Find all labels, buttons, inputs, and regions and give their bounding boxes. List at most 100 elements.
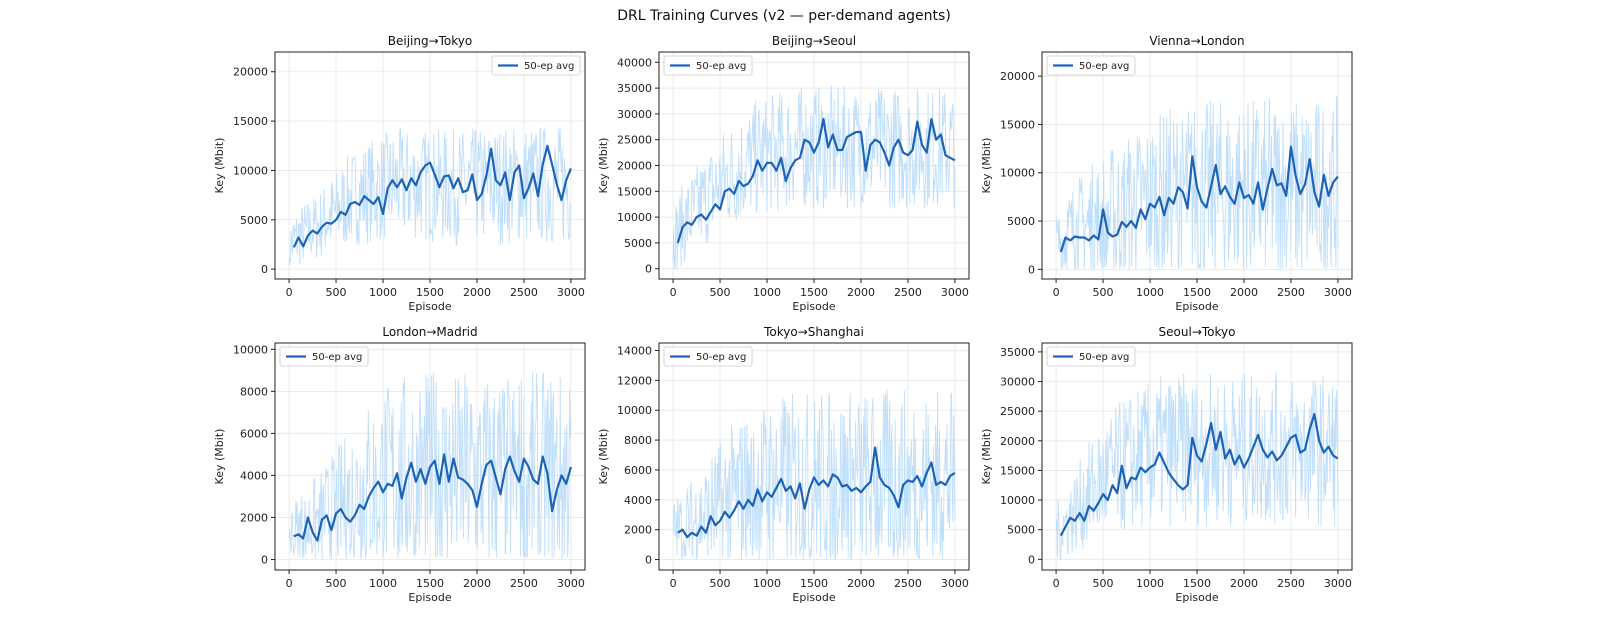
x-axis-label: Episode (792, 300, 835, 313)
legend-label: 50-ep avg (696, 61, 746, 72)
legend-label: 50-ep avg (1079, 352, 1129, 363)
x-tick-label: 1500 (1183, 577, 1211, 590)
chart-panel: 0 500 1000 1500 2000 2500 30000500010000150002… (980, 34, 1353, 313)
y-axis-label: Key (Mbit) (597, 429, 610, 485)
charts-canvas: 0 500 1000 1500 2000 2500 30000500010000150002… (213, 34, 1353, 604)
y-axis-label: Key (Mbit) (213, 429, 226, 485)
y-axis-label: Key (Mbit) (980, 138, 993, 194)
x-tick-label: 2000 (847, 286, 875, 299)
y-tick-label: 15000 (233, 115, 268, 128)
y-tick-label: 30000 (617, 108, 652, 121)
y-tick-label: 5000 (624, 237, 652, 250)
y-tick-label: 2000 (624, 524, 652, 537)
x-tick-label: 1500 (1183, 286, 1211, 299)
x-tick-label: 3000 (1324, 577, 1352, 590)
x-tick-label: 500 (710, 286, 731, 299)
x-tick-label: 0 (670, 577, 677, 590)
chart-panel: 0 500 1000 1500 2000 2500 3000 0 2000 4000 6000 800… (213, 325, 586, 604)
raw-episode-series (1055, 372, 1339, 560)
y-tick-label: 35000 (617, 82, 652, 95)
x-tick-label: 2000 (847, 577, 875, 590)
x-tick-label: 2000 (1230, 577, 1258, 590)
y-tick-label: 20000 (617, 160, 652, 173)
avg-series-line (1059, 145, 1339, 253)
y-tick-label: 15000 (617, 185, 652, 198)
x-axis-label: Episode (408, 591, 451, 604)
legend: 50-ep avg (663, 346, 753, 367)
figure-title: DRL Training Curves (v2 — per-demand age… (617, 8, 951, 24)
legend: 50-ep avg (279, 346, 369, 367)
avg-series-line (1059, 413, 1339, 537)
y-tick-label: 20000 (1000, 435, 1035, 448)
y-axis-label: Key (Mbit) (980, 429, 993, 485)
legend-box (1046, 346, 1136, 367)
legend-label: 50-ep avg (1079, 61, 1129, 72)
legend-label: 50-ep avg (312, 352, 362, 363)
y-tick-label: 0 (1028, 553, 1035, 566)
x-tick-label: 2000 (463, 577, 491, 590)
x-tick-label: 1500 (416, 577, 444, 590)
x-tick-label: 2500 (1277, 577, 1305, 590)
x-tick-label: 1500 (800, 286, 828, 299)
y-tick-label: 0 (261, 263, 268, 276)
chart-title: Tokyo→Shanghai (763, 325, 864, 339)
x-tick-label: 1000 (1136, 286, 1164, 299)
x-tick-label: 1000 (369, 577, 397, 590)
raw-episode-series (288, 127, 572, 267)
x-tick-label: 0 (286, 286, 293, 299)
y-tick-label: 2000 (240, 511, 268, 524)
y-tick-label: 20000 (233, 66, 268, 79)
y-tick-label: 5000 (1007, 524, 1035, 537)
avg-series-line (292, 144, 572, 248)
avg-series-line (293, 453, 572, 542)
y-axis-label: Key (Mbit) (213, 138, 226, 194)
y-tick-label: 0 (645, 263, 652, 276)
chart-panel: 0 500 1000 1500 2000 2500 30000500010000150002… (597, 34, 970, 313)
x-tick-label: 3000 (557, 577, 585, 590)
x-tick-label: 3000 (557, 286, 585, 299)
x-tick-label: 3000 (941, 577, 969, 590)
x-tick-label: 0 (1053, 577, 1060, 590)
figure: DRL Training Curves (v2 — per-demand age… (205, 0, 1363, 615)
x-tick-label: 3000 (941, 286, 969, 299)
legend: 50-ep avg (491, 55, 581, 76)
legend-box (1046, 55, 1136, 76)
chart-panel: 0 500 1000 1500 2000 2500 30000500010000150002… (980, 325, 1353, 604)
x-tick-label: 2500 (894, 286, 922, 299)
y-tick-label: 0 (261, 553, 268, 566)
x-axis-label: Episode (408, 300, 451, 313)
x-tick-label: 2500 (1277, 286, 1305, 299)
x-tick-label: 1000 (1136, 577, 1164, 590)
chart-title: Seoul→Tokyo (1159, 325, 1236, 339)
x-tick-label: 1000 (753, 577, 781, 590)
raw-episode-series (672, 389, 956, 561)
x-tick-label: 2500 (510, 577, 538, 590)
y-tick-label: 8000 (624, 434, 652, 447)
y-tick-label: 10000 (1000, 167, 1035, 180)
x-axis-label: Episode (1175, 591, 1218, 604)
y-tick-label: 5000 (1007, 215, 1035, 228)
chart-title: Beijing→Seoul (772, 34, 856, 48)
y-tick-label: 10000 (233, 164, 268, 177)
y-tick-label: 6000 (624, 464, 652, 477)
x-tick-label: 0 (1053, 286, 1060, 299)
y-axis-label: Key (Mbit) (597, 138, 610, 194)
y-tick-label: 40000 (617, 56, 652, 69)
y-tick-label: 35000 (1000, 346, 1035, 359)
chart-panel: 0 500 1000 1500 2000 2500 30000500010000150002… (213, 34, 586, 313)
y-tick-label: 10000 (617, 404, 652, 417)
legend-box (663, 55, 753, 76)
x-tick-label: 2500 (510, 286, 538, 299)
y-tick-label: 4000 (240, 469, 268, 482)
legend: 50-ep avg (663, 55, 753, 76)
x-tick-label: 0 (286, 577, 293, 590)
x-axis-label: Episode (792, 591, 835, 604)
x-tick-label: 500 (710, 577, 731, 590)
y-tick-label: 10000 (1000, 494, 1035, 507)
x-tick-label: 0 (670, 286, 677, 299)
x-tick-label: 2500 (894, 577, 922, 590)
y-tick-label: 15000 (1000, 118, 1035, 131)
x-tick-label: 2000 (1230, 286, 1258, 299)
y-tick-label: 6000 (240, 427, 268, 440)
y-tick-label: 30000 (1000, 376, 1035, 389)
